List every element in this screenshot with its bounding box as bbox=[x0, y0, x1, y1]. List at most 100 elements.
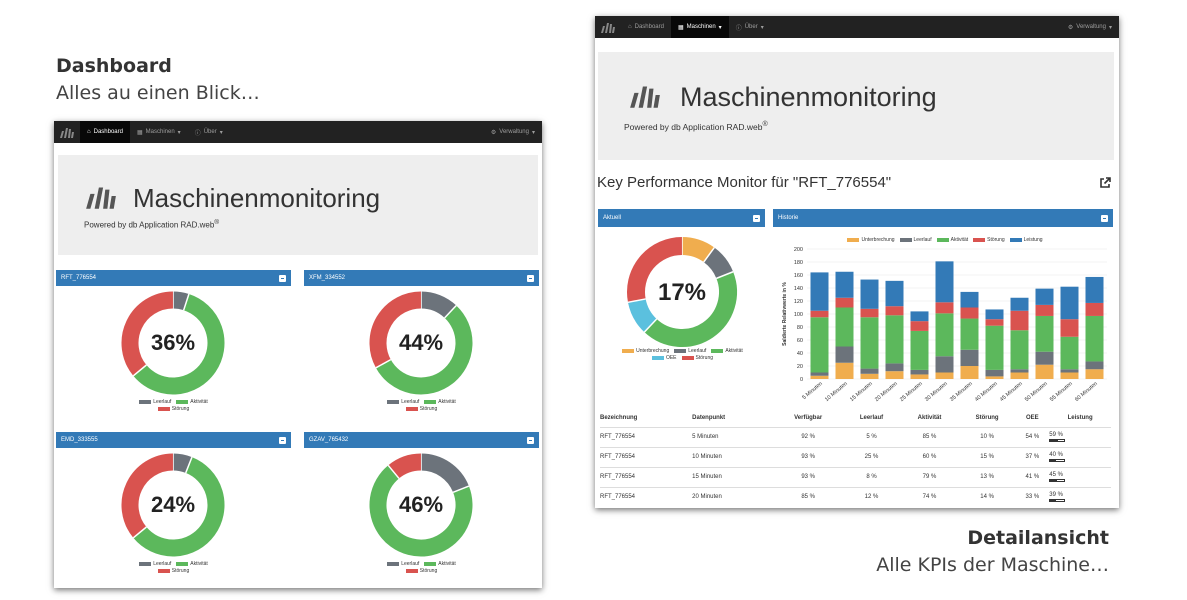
logo-bars-icon bbox=[630, 86, 660, 108]
nav-admin[interactable]: ⚙ Verwaltung ▾ bbox=[490, 129, 535, 136]
legend-swatch bbox=[973, 238, 986, 242]
table-row[interactable]: RFT_776554 10 Minuten 93 % 25 % 60 % 15 % 37 %… bbox=[600, 446, 1111, 467]
column-header[interactable]: Datenpunkt bbox=[692, 409, 774, 428]
powered-by: Powered by db Application RAD.web® bbox=[624, 120, 768, 132]
table-row[interactable]: RFT_776554 5 Minuten 92 % 5 % 85 % 10 % 54 % 59… bbox=[600, 426, 1111, 447]
logo-bars-icon bbox=[601, 23, 615, 33]
minimize-icon[interactable] bbox=[753, 214, 760, 222]
external-link-icon[interactable] bbox=[1099, 177, 1111, 189]
app-logo[interactable] bbox=[54, 121, 80, 143]
legend-swatch bbox=[405, 407, 418, 411]
legend-item: Störung bbox=[364, 568, 479, 574]
table-row[interactable]: RFT_776554 20 Minuten 85 % 12 % 74 % 14 % 33 %… bbox=[600, 486, 1111, 507]
column-header[interactable]: Leistung bbox=[1049, 409, 1111, 428]
nav-machines[interactable]: ▦ Maschinen ▾ bbox=[670, 16, 729, 38]
navbar: ⌂ Dashboard ▦ Maschinen ▾ ⓘ Über ▾ ⚙ Verwaltun… bbox=[595, 16, 1119, 38]
minimize-icon[interactable] bbox=[1101, 214, 1108, 222]
table-cell: 12 % bbox=[842, 486, 901, 507]
bar-segment-leistung bbox=[985, 309, 1004, 320]
x-tick-label: 40 Minuten bbox=[974, 381, 999, 403]
table-cell: 85 % bbox=[900, 426, 959, 447]
table-cell: 93 % bbox=[773, 446, 843, 467]
grid-icon: ▦ bbox=[677, 24, 684, 31]
table-cell: 93 % bbox=[773, 466, 843, 487]
current-donut-chart: 17% bbox=[627, 237, 737, 347]
nav-dashboard[interactable]: ⌂ Dashboard bbox=[628, 24, 664, 30]
bar-segment-leistung bbox=[885, 280, 904, 307]
bar-segment-aktivitaet bbox=[935, 313, 954, 357]
page-title: Key Performance Monitor für "RFT_776554" bbox=[597, 174, 892, 191]
donut-segment-leerlauf bbox=[172, 453, 192, 474]
minimize-icon[interactable] bbox=[527, 274, 534, 282]
column-header[interactable]: Aktivität bbox=[900, 409, 959, 428]
legend-swatch bbox=[1009, 238, 1022, 242]
bar-segment-aktivitaet bbox=[1085, 315, 1104, 362]
caret-down-icon: ▾ bbox=[1108, 24, 1112, 31]
caption-title: Detailansicht bbox=[967, 527, 1109, 549]
bar-segment-unterbrechung bbox=[835, 362, 854, 379]
column-header[interactable]: OEE bbox=[1015, 409, 1050, 428]
table-cell: 10 % bbox=[958, 426, 1016, 447]
detail-screenshot: ⌂ Dashboard ▦ Maschinen ▾ ⓘ Über ▾ ⚙ Verwaltun… bbox=[595, 16, 1119, 508]
minimize-icon[interactable] bbox=[279, 436, 286, 444]
legend-item: Leerlauf bbox=[899, 237, 932, 243]
leistung-cell: 40 % bbox=[1049, 446, 1111, 467]
minimize-icon[interactable] bbox=[279, 274, 286, 282]
nav-machines[interactable]: ▦ Maschinen ▾ bbox=[136, 129, 181, 136]
minimize-icon[interactable] bbox=[527, 436, 534, 444]
app-logo[interactable] bbox=[595, 16, 621, 38]
segment-separator bbox=[716, 271, 734, 280]
segment-separator bbox=[182, 293, 190, 311]
caret-down-icon: ▾ bbox=[760, 24, 764, 31]
leistung-progress-bar bbox=[1049, 459, 1066, 462]
machine-panel-header[interactable]: XFM_334552 bbox=[304, 270, 539, 286]
bar-segment-leistung bbox=[1085, 276, 1104, 303]
legend-swatch bbox=[157, 569, 170, 573]
column-header[interactable]: Bezeichnung bbox=[600, 409, 693, 428]
nav-about[interactable]: ⓘ Über ▾ bbox=[735, 24, 764, 32]
table-cell: 25 % bbox=[842, 446, 901, 467]
nav-dashboard[interactable]: ⌂ Dashboard bbox=[80, 121, 130, 143]
jumbotron: Maschinenmonitoring Powered by db Applic… bbox=[58, 155, 538, 255]
table-row[interactable]: RFT_776554 15 Minuten 93 % 8 % 79 % 13 % 41 % 4… bbox=[600, 466, 1111, 487]
legend-item: Aktivität bbox=[424, 561, 456, 567]
legend-item: Aktivität bbox=[711, 348, 743, 354]
bar-segment-leerlauf bbox=[1060, 369, 1079, 373]
nav-about[interactable]: ⓘ Über ▾ bbox=[194, 129, 223, 137]
bar-segment-unterbrechung bbox=[910, 374, 929, 379]
bar-segment-unterbrechung bbox=[1035, 364, 1054, 379]
legend-swatch bbox=[157, 407, 170, 411]
dashboard-screenshot: ⌂ Dashboard ▦ Maschinen ▾ ⓘ Über ▾ ⚙ Verwaltun… bbox=[54, 121, 542, 588]
machine-panel-header[interactable]: EMD_333555 bbox=[56, 432, 291, 448]
column-header[interactable]: Störung bbox=[958, 409, 1016, 428]
segment-separator bbox=[643, 318, 658, 333]
leistung-progress-bar bbox=[1049, 479, 1066, 482]
donut-segment-stoerung bbox=[121, 453, 174, 538]
x-tick-label: 60 Minuten bbox=[1074, 381, 1099, 403]
x-tick-label: 10 Minuten bbox=[824, 381, 849, 403]
column-header[interactable]: Leerlauf bbox=[842, 409, 901, 428]
legend-item: Leerlauf bbox=[387, 399, 419, 405]
leistung-progress-bar bbox=[1049, 499, 1066, 503]
column-header[interactable]: Verfügbar bbox=[773, 409, 843, 428]
donut-segment-aktivitaet bbox=[644, 271, 737, 347]
legend-swatch bbox=[651, 356, 664, 360]
legend-item: Leerlauf bbox=[139, 561, 171, 567]
caret-down-icon: ▾ bbox=[177, 129, 181, 136]
leistung-value: 39 % bbox=[1049, 492, 1063, 499]
segment-separator bbox=[375, 358, 392, 369]
legend-item: Aktivität bbox=[424, 399, 456, 405]
bar-segment-leerlauf bbox=[810, 372, 829, 376]
table-cell: 92 % bbox=[773, 426, 843, 447]
bar-segment-aktivitaet bbox=[860, 317, 879, 369]
info-icon: ⓘ bbox=[735, 25, 742, 32]
machine-panel-header[interactable]: RFT_776554 bbox=[56, 270, 291, 286]
bar-segment-unterbrechung bbox=[1060, 372, 1079, 379]
leistung-cell: 59 % bbox=[1049, 426, 1111, 447]
x-tick-label: 25 Minuten bbox=[899, 381, 924, 403]
legend-item: Störung bbox=[973, 237, 1005, 243]
machine-panel-header[interactable]: GZAV_765432 bbox=[304, 432, 539, 448]
table-cell: 15 Minuten bbox=[692, 466, 774, 487]
bar-segment-aktivitaet bbox=[1060, 336, 1079, 370]
nav-admin[interactable]: ⚙ Verwaltung ▾ bbox=[1067, 24, 1112, 31]
